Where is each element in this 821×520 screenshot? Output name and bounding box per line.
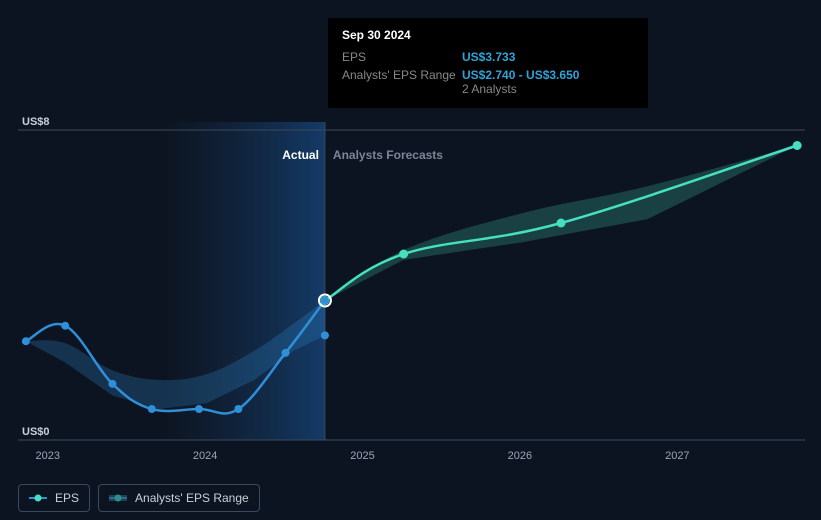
tooltip-date: Sep 30 2024 xyxy=(342,28,634,42)
y-tick-label: US$8 xyxy=(22,116,50,128)
tooltip-row-value: US$3.733 xyxy=(462,48,634,66)
forecast-label: Analysts Forecasts xyxy=(333,148,443,162)
tooltip-table: EPSUS$3.733Analysts' EPS RangeUS$2.740 -… xyxy=(342,48,634,98)
tooltip-row-value: US$2.740 - US$3.6502 Analysts xyxy=(462,66,634,98)
y-tick-label: US$0 xyxy=(22,426,50,438)
legend: EPS Analysts' EPS Range xyxy=(18,484,260,512)
x-tick-label: 2025 xyxy=(350,450,374,462)
tooltip-row-label: EPS xyxy=(342,48,462,66)
x-tick-label: 2023 xyxy=(35,450,59,462)
x-tick-label: 2024 xyxy=(193,450,217,462)
legend-item-range[interactable]: Analysts' EPS Range xyxy=(98,484,260,512)
legend-swatch-icon xyxy=(29,493,47,503)
x-tick-label: 2027 xyxy=(665,450,689,462)
legend-swatch-icon xyxy=(109,493,127,503)
legend-label: EPS xyxy=(55,491,79,505)
eps-chart: Sep 30 2024 EPSUS$3.733Analysts' EPS Ran… xyxy=(0,0,821,520)
tooltip: Sep 30 2024 EPSUS$3.733Analysts' EPS Ran… xyxy=(328,18,648,108)
actual-label: Actual xyxy=(282,148,319,162)
legend-item-eps[interactable]: EPS xyxy=(18,484,90,512)
x-tick-label: 2026 xyxy=(508,450,532,462)
tooltip-row-label: Analysts' EPS Range xyxy=(342,66,462,98)
legend-label: Analysts' EPS Range xyxy=(135,491,249,505)
